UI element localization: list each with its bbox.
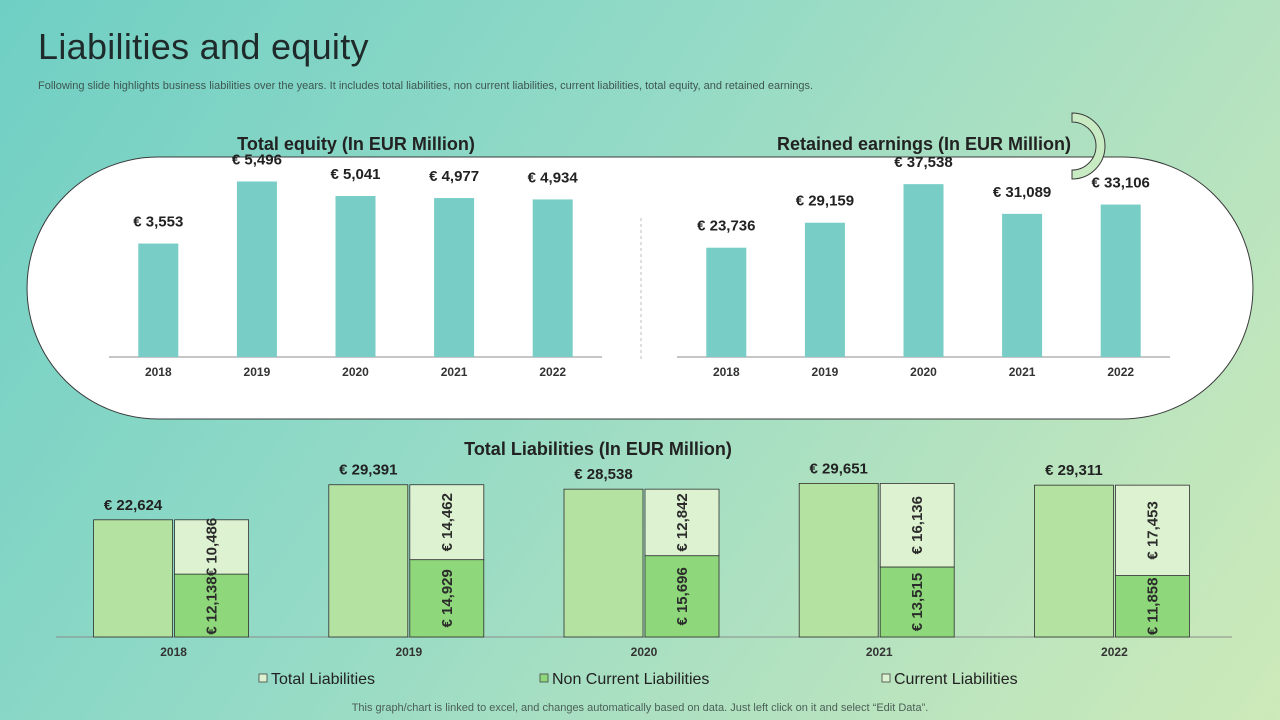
current-liabilities-label-2019: € 14,462 xyxy=(439,493,456,551)
data-label-2018: € 23,736 xyxy=(697,218,755,235)
tick-label-2022: 2022 xyxy=(539,365,566,379)
data-label-2021: € 4,977 xyxy=(429,168,479,185)
data-label-2022: € 33,106 xyxy=(1092,175,1150,192)
total-liabilities-label-2022: € 29,311 xyxy=(1045,462,1103,479)
non-current-liabilities-label-2022: € 11,858 xyxy=(1144,578,1161,636)
bar-2018 xyxy=(138,243,179,357)
non-current-liabilities-label-2020: € 15,696 xyxy=(674,567,691,625)
legend-swatch-current-liabilities xyxy=(881,673,891,683)
current-liabilities-label-2018: € 10,486 xyxy=(204,518,221,576)
data-label-2022: € 4,934 xyxy=(528,169,579,186)
current-liabilities-label-2020: € 12,842 xyxy=(674,493,691,551)
current-liabilities-bar-2022 xyxy=(1115,484,1190,576)
non-current-liabilities-bar-2021 xyxy=(879,566,955,638)
total-liabilities-bar-2019 xyxy=(328,484,409,638)
equity-chart: € 3,553 2018 € 5,496 2019 € 5,041 2020 € 4,977… xyxy=(109,151,602,379)
tick-label-2022: 2022 xyxy=(1107,365,1134,379)
liabilities-legend: Total Liabilities Non Current Liabilities… xyxy=(258,671,1018,688)
bar-2021 xyxy=(1002,213,1043,357)
legend-label-total-liabilities: Total Liabilities xyxy=(271,671,375,688)
non-current-liabilities-label-2021: € 13,515 xyxy=(909,573,926,631)
page-subtitle: Following slide highlights business liab… xyxy=(38,80,814,92)
retained-chart-title: Retained earnings (In EUR Million) xyxy=(777,134,1071,154)
total-liabilities-bar-2018 xyxy=(93,519,173,638)
non-current-liabilities-bar-2019 xyxy=(409,559,485,638)
data-label-2021: € 31,089 xyxy=(993,184,1051,201)
non-current-liabilities-bar-2018 xyxy=(174,573,250,638)
bar-2022 xyxy=(532,199,573,357)
data-label-2020: € 37,538 xyxy=(894,154,952,171)
data-label-2019: € 29,159 xyxy=(796,193,854,210)
bar-2022 xyxy=(1100,204,1141,357)
current-liabilities-label-2021: € 16,136 xyxy=(909,496,926,554)
non-current-liabilities-bar-2020 xyxy=(644,555,720,638)
tick-label-2021: 2021 xyxy=(1009,365,1036,379)
tick-label-2020: 2020 xyxy=(342,365,369,379)
bar-2020 xyxy=(335,196,376,357)
current-liabilities-bar-2021 xyxy=(879,482,955,568)
non-current-liabilities-bar-2022 xyxy=(1115,575,1190,638)
decorative-arc xyxy=(1071,112,1106,180)
data-label-2020: € 5,041 xyxy=(330,166,380,183)
current-liabilities-bar-2018 xyxy=(174,519,250,575)
non-current-liabilities-label-2018: € 12,138 xyxy=(204,576,221,634)
tick-label-2019: 2019 xyxy=(812,365,839,379)
tick-label-2020: 2020 xyxy=(631,645,658,659)
data-label-2019: € 5,496 xyxy=(232,151,282,168)
legend-swatch-total-liabilities xyxy=(258,673,268,683)
equity-chart-title: Total equity (In EUR Million) xyxy=(237,134,475,154)
page-title: Liabilities and equity xyxy=(38,26,369,67)
bar-2021 xyxy=(434,198,475,357)
liabilities-chart: € 22,624 € 12,138€ 10,486 2018 € 29,391 € 14… xyxy=(56,460,1232,659)
non-current-liabilities-label-2019: € 14,929 xyxy=(439,569,456,627)
current-liabilities-bar-2020 xyxy=(644,488,720,557)
tick-label-2021: 2021 xyxy=(441,365,468,379)
total-liabilities-label-2021: € 29,651 xyxy=(810,460,868,477)
tick-label-2018: 2018 xyxy=(145,365,172,379)
tick-label-2019: 2019 xyxy=(395,645,422,659)
total-liabilities-bar-2021 xyxy=(798,482,879,638)
tick-label-2019: 2019 xyxy=(244,365,271,379)
tick-label-2018: 2018 xyxy=(713,365,740,379)
footer-note: This graph/chart is linked to excel, and… xyxy=(351,702,929,714)
legend-label-non-current-liabilities: Non Current Liabilities xyxy=(552,671,709,688)
bar-2018 xyxy=(706,247,747,357)
bar-2019 xyxy=(236,181,277,357)
panel-background xyxy=(26,156,1254,420)
current-liabilities-bar-2019 xyxy=(409,484,485,561)
total-liabilities-bar-2022 xyxy=(1034,484,1114,638)
total-liabilities-label-2020: € 28,538 xyxy=(574,466,632,483)
tick-label-2022: 2022 xyxy=(1101,645,1128,659)
bar-2019 xyxy=(804,222,845,357)
current-liabilities-label-2022: € 17,453 xyxy=(1144,501,1161,559)
tick-label-2018: 2018 xyxy=(160,645,187,659)
data-label-2018: € 3,553 xyxy=(133,214,183,231)
total-liabilities-label-2018: € 22,624 xyxy=(104,497,163,514)
tick-label-2021: 2021 xyxy=(866,645,893,659)
bar-2020 xyxy=(903,184,944,357)
liabilities-chart-title: Total Liabilities (In EUR Million) xyxy=(464,439,732,459)
retained-chart: € 23,736 2018 € 29,159 2019 € 37,538 2020 € 31… xyxy=(677,154,1170,379)
tick-label-2020: 2020 xyxy=(910,365,937,379)
total-liabilities-bar-2020 xyxy=(563,488,644,638)
total-liabilities-label-2019: € 29,391 xyxy=(339,462,397,479)
legend-swatch-non-current-liabilities xyxy=(539,673,549,683)
legend-label-current-liabilities: Current Liabilities xyxy=(894,671,1018,688)
